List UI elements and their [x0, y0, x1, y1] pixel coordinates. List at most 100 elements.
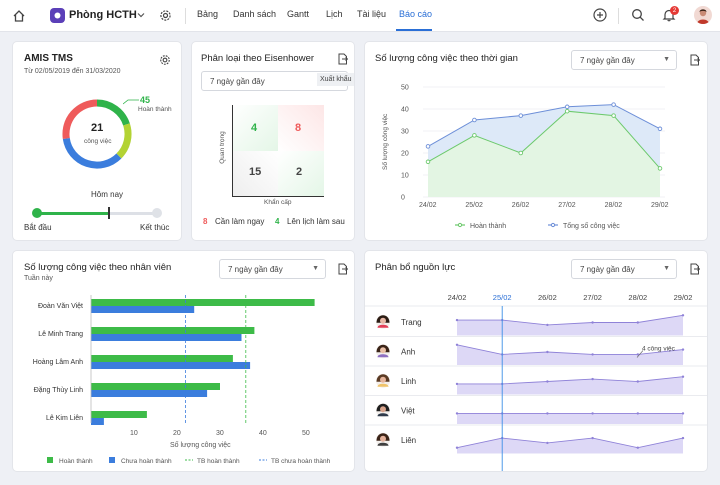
period-select[interactable]: 7 ngày gần đây ▼	[219, 259, 326, 279]
add-circle-icon[interactable]	[592, 7, 608, 23]
legend-label: TB chưa hoàn thành	[271, 458, 331, 465]
end-label: Kết thúc	[140, 223, 170, 232]
quadrant-delegate[interactable]	[232, 151, 278, 196]
tooltip-leader	[636, 350, 644, 358]
export-file-icon[interactable]	[336, 262, 348, 275]
top-bar: Phòng HCTH Bảng Danh sách Gantt Lịch Tài…	[0, 0, 720, 32]
bar-undone	[91, 418, 104, 425]
avatar-shirt	[377, 442, 389, 446]
category-label: Hoàng Lâm Anh	[33, 359, 83, 366]
time-chart: 0 10 20 30 40 50 24/02 25/02 26/02 27/02 28/02 29/0…	[380, 85, 669, 231]
x-tick-label: 30	[216, 430, 224, 437]
legend-swatch	[109, 457, 115, 463]
legend-plan-label: Lên lịch làm sau	[287, 217, 345, 226]
resource-card: Phân bổ nguồn lực 7 ngày gần đây ▼ 24/02 2…	[364, 250, 708, 472]
chevron-down-icon[interactable]	[136, 10, 146, 20]
bar-undone	[91, 334, 242, 341]
timeline-progress	[37, 212, 109, 215]
settings-gear-icon[interactable]	[158, 53, 171, 66]
y-tick-label: 30	[401, 129, 409, 136]
resource-point	[681, 314, 685, 317]
export-file-icon[interactable]	[336, 52, 348, 65]
quadrant-value: 15	[249, 166, 262, 178]
x-tick-label: 29/02	[651, 202, 669, 209]
area-done	[428, 111, 660, 197]
resource-point	[546, 350, 549, 354]
y-axis	[232, 105, 233, 196]
export-file-icon[interactable]	[688, 53, 700, 66]
resource-point	[681, 348, 685, 351]
chevron-down-icon: ▼	[312, 265, 319, 272]
data-point-done	[425, 159, 431, 165]
tab-gantt[interactable]: Gantt	[287, 9, 310, 19]
resource-point	[546, 380, 549, 383]
legend-marker-total	[550, 222, 556, 228]
person-name: Việt	[401, 406, 415, 415]
series-line-done	[427, 110, 661, 169]
avatar-shirt	[377, 324, 389, 328]
resource-line	[457, 314, 684, 326]
legend-label: TB hoàn thành	[197, 458, 240, 465]
x-tick-label: 25/02	[465, 202, 483, 209]
progress-donut	[62, 99, 132, 169]
data-point-done	[564, 108, 570, 114]
period-select[interactable]: 7 ngày gần đây ▼	[571, 259, 677, 279]
legend-label: Chưa hoàn thành	[121, 458, 172, 465]
date-header: 26/02	[538, 293, 557, 302]
quadrant-value: 2	[296, 166, 303, 178]
project-title[interactable]: Phòng HCTH	[69, 9, 137, 21]
done-label: Hoàn thành	[138, 106, 172, 113]
avatar-shirt	[377, 354, 389, 358]
period-select-value: 7 ngày gần đây	[228, 265, 283, 274]
legend-label: Hoàn thành	[59, 458, 93, 465]
period-select-value: 7 ngày gần đây	[580, 265, 635, 274]
time-chart-card: Số lượng công việc theo thời gian 7 ngày…	[364, 41, 708, 241]
resource-point	[546, 412, 549, 415]
resource-line	[456, 437, 684, 449]
tab-list[interactable]: Danh sách	[233, 9, 277, 19]
y-axis-label: Số lượng công việc	[380, 113, 389, 170]
user-avatar[interactable]	[694, 6, 712, 24]
tab-documents[interactable]: Tài liệu	[357, 9, 387, 19]
quadrant-schedule[interactable]	[278, 105, 324, 151]
legend-marker-done	[457, 222, 463, 228]
resource-area	[457, 376, 683, 395]
legend-urgent-value: 8	[203, 217, 208, 226]
x-tick-label: 26/02	[512, 202, 530, 209]
quadrant-do[interactable]	[232, 105, 278, 151]
total-count: 21	[91, 122, 104, 134]
avatar-face	[380, 435, 386, 442]
tab-report[interactable]: Báo cáo	[399, 9, 433, 19]
export-file-icon[interactable]	[688, 262, 700, 275]
export-button[interactable]: Xuất khẩu	[317, 73, 354, 86]
category-label: Đoàn Văn Việt	[38, 303, 83, 310]
y-tick-label: 20	[401, 151, 409, 158]
data-point-total	[518, 113, 524, 118]
quadrant-eliminate[interactable]	[278, 151, 324, 196]
x-tick-label: 24/02	[419, 202, 437, 209]
period-select[interactable]: 7 ngày gần đây ▼	[571, 50, 677, 70]
tab-calendar[interactable]: Lịch	[326, 9, 343, 19]
today-marker	[108, 207, 110, 219]
legend-label-total: Tổng số công việc	[563, 221, 620, 230]
home-icon[interactable]	[11, 8, 27, 24]
card-title: Phân loại theo Eisenhower	[201, 53, 315, 64]
search-icon[interactable]	[630, 7, 646, 23]
total-label: công việc	[84, 138, 112, 145]
resource-point	[681, 375, 685, 378]
data-point-total	[472, 117, 477, 123]
resource-area	[457, 413, 683, 424]
x-axis-label: Khẩn cấp	[264, 199, 292, 206]
period-select-value: 7 ngày gần đây	[580, 56, 635, 65]
y-tick-label: 50	[401, 85, 409, 92]
avatar-face	[380, 406, 386, 413]
person-name: Anh	[401, 347, 415, 356]
bar-done	[91, 355, 233, 362]
bar-done	[91, 299, 315, 306]
eisenhower-card: Phân loại theo Eisenhower 7 ngày gần đây…	[191, 41, 355, 241]
y-tick-label: 10	[401, 173, 409, 180]
tab-board[interactable]: Bảng	[197, 9, 219, 19]
settings-gear-icon[interactable]	[158, 8, 173, 23]
legend-plan-value: 4	[275, 217, 280, 226]
resource-point	[591, 321, 594, 324]
